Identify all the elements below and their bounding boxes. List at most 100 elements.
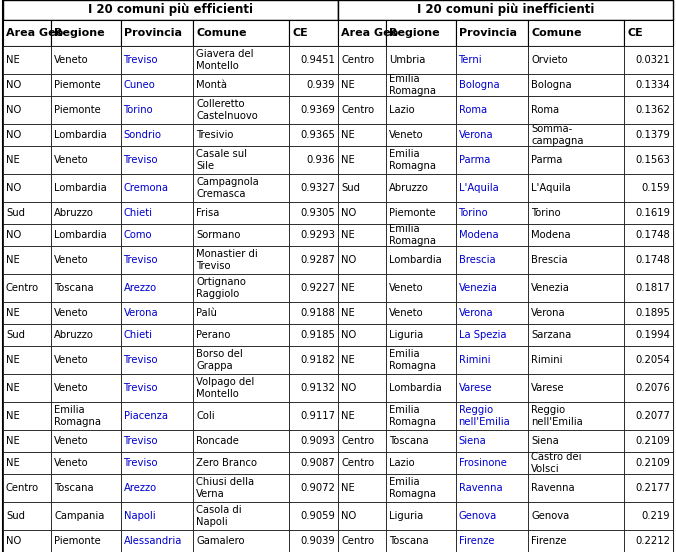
Bar: [193, 324, 289, 346]
Text: Abruzzo: Abruzzo: [54, 208, 94, 218]
Text: Regione: Regione: [54, 28, 105, 38]
Bar: [3, 96, 51, 124]
Bar: [386, 174, 456, 202]
Text: NE: NE: [6, 255, 20, 265]
Text: 0.2109: 0.2109: [635, 458, 670, 468]
Bar: [193, 452, 289, 474]
Bar: [456, 174, 528, 202]
Text: Regione: Regione: [389, 28, 440, 38]
Text: 0.9185: 0.9185: [300, 330, 335, 340]
Bar: [528, 302, 625, 324]
Text: 0.9059: 0.9059: [300, 511, 335, 521]
Bar: [528, 224, 625, 246]
Text: Umbria: Umbria: [389, 55, 426, 65]
Text: Chieti: Chieti: [124, 208, 153, 218]
Text: NE: NE: [341, 483, 355, 493]
Text: NO: NO: [6, 130, 21, 140]
Text: 0.1748: 0.1748: [635, 230, 670, 240]
Text: Campagnola
Cremasca: Campagnola Cremasca: [196, 177, 259, 199]
Text: Lombardia: Lombardia: [389, 383, 442, 393]
Text: Orvieto: Orvieto: [531, 55, 568, 65]
Bar: [625, 96, 673, 124]
Text: Siena: Siena: [458, 436, 486, 446]
Bar: [3, 374, 51, 402]
Bar: [338, 474, 386, 502]
Text: Casale sul
Sile: Casale sul Sile: [196, 149, 247, 171]
Bar: [51, 324, 120, 346]
Bar: [625, 202, 673, 224]
Bar: [120, 374, 193, 402]
Bar: [51, 502, 120, 530]
Text: 0.2054: 0.2054: [635, 355, 670, 365]
Text: Cremona: Cremona: [124, 183, 168, 193]
Bar: [338, 402, 386, 430]
Bar: [528, 324, 625, 346]
Bar: [51, 224, 120, 246]
Text: Veneto: Veneto: [54, 355, 89, 365]
Bar: [3, 0, 338, 20]
Text: Castro dei
Volsci: Castro dei Volsci: [531, 452, 582, 474]
Text: 0.9072: 0.9072: [300, 483, 335, 493]
Text: NO: NO: [341, 208, 356, 218]
Bar: [289, 402, 338, 430]
Text: 0.1362: 0.1362: [635, 105, 670, 115]
Text: Monastier di
Treviso: Monastier di Treviso: [196, 249, 258, 271]
Text: Sud: Sud: [6, 330, 25, 340]
Text: Sud: Sud: [6, 208, 25, 218]
Text: Brescia: Brescia: [458, 255, 496, 265]
Bar: [456, 46, 528, 74]
Bar: [625, 74, 673, 96]
Bar: [386, 502, 456, 530]
Bar: [386, 430, 456, 452]
Bar: [3, 474, 51, 502]
Bar: [193, 502, 289, 530]
Text: Treviso: Treviso: [124, 255, 158, 265]
Bar: [625, 324, 673, 346]
Text: Frosinone: Frosinone: [458, 458, 506, 468]
Text: Centro: Centro: [6, 283, 39, 293]
Bar: [338, 530, 386, 552]
Text: Somma-
campagna: Somma- campagna: [531, 124, 584, 146]
Bar: [338, 346, 386, 374]
Bar: [120, 246, 193, 274]
Bar: [456, 502, 528, 530]
Text: Toscana: Toscana: [389, 436, 429, 446]
Bar: [386, 530, 456, 552]
Text: La Spezia: La Spezia: [458, 330, 506, 340]
Bar: [386, 246, 456, 274]
Text: Sormano: Sormano: [196, 230, 241, 240]
Bar: [120, 146, 193, 174]
Text: Montà: Montà: [196, 80, 227, 90]
Text: Verona: Verona: [124, 308, 158, 318]
Bar: [51, 346, 120, 374]
Text: Area Geo: Area Geo: [6, 28, 64, 38]
Text: Toscana: Toscana: [54, 283, 94, 293]
Text: 0.2177: 0.2177: [635, 483, 670, 493]
Bar: [3, 302, 51, 324]
Bar: [456, 202, 528, 224]
Bar: [338, 96, 386, 124]
Text: 0.9293: 0.9293: [300, 230, 335, 240]
Bar: [193, 246, 289, 274]
Bar: [456, 20, 528, 46]
Bar: [120, 530, 193, 552]
Text: Venezia: Venezia: [458, 283, 498, 293]
Text: Parma: Parma: [531, 155, 562, 165]
Text: NO: NO: [341, 330, 356, 340]
Text: Reggio
nell'Emilia: Reggio nell'Emilia: [531, 405, 583, 427]
Bar: [120, 324, 193, 346]
Text: Colleretto
Castelnuovo: Colleretto Castelnuovo: [196, 99, 258, 121]
Bar: [51, 274, 120, 302]
Bar: [456, 452, 528, 474]
Bar: [51, 202, 120, 224]
Text: Firenze: Firenze: [458, 536, 494, 546]
Bar: [51, 246, 120, 274]
Bar: [528, 96, 625, 124]
Bar: [456, 224, 528, 246]
Text: Sondrio: Sondrio: [124, 130, 162, 140]
Bar: [289, 20, 338, 46]
Text: I 20 comuni più inefficienti: I 20 comuni più inefficienti: [417, 3, 594, 17]
Bar: [120, 402, 193, 430]
Bar: [193, 474, 289, 502]
Bar: [456, 146, 528, 174]
